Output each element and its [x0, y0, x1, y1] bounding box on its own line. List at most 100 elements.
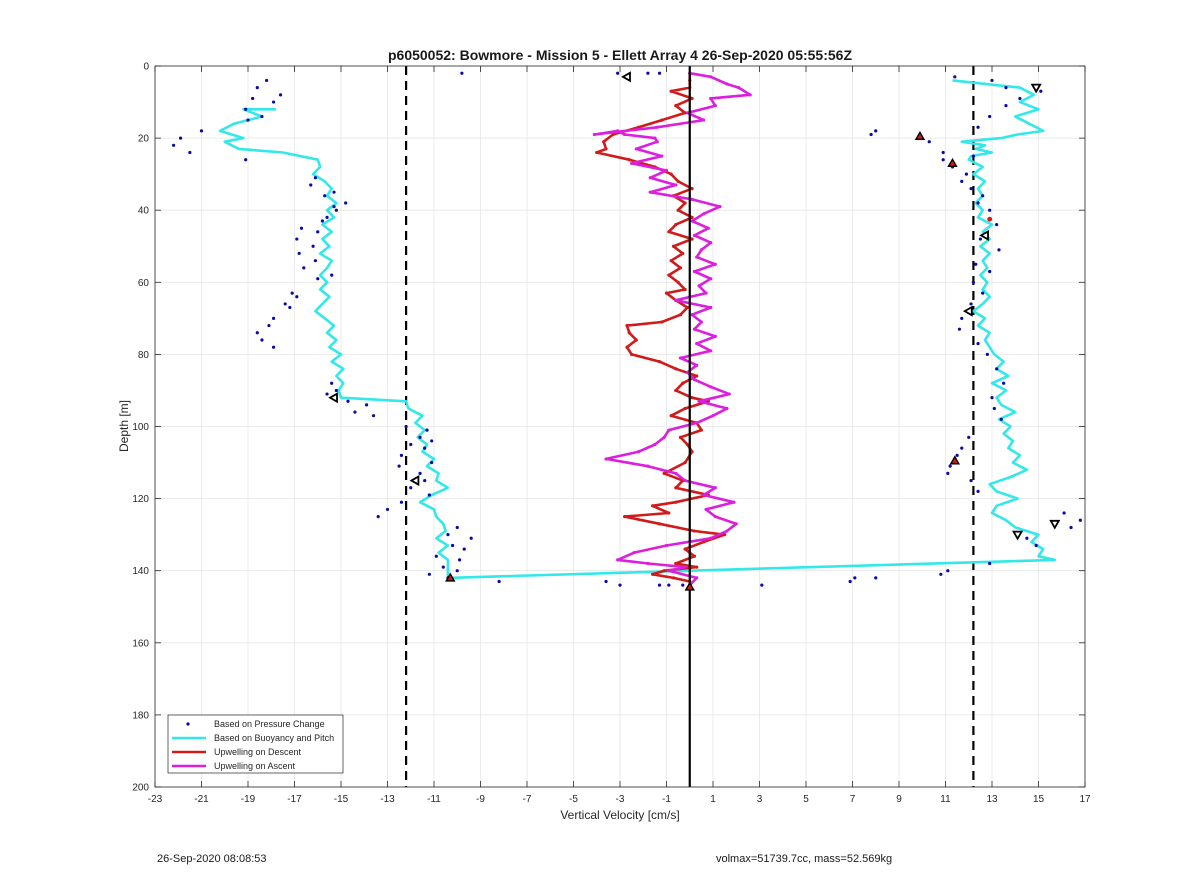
y-tick-label: 60	[138, 278, 150, 289]
series-vertex-2	[660, 320, 664, 324]
pressure-point	[271, 345, 276, 349]
series-vertex-2	[664, 291, 669, 295]
marker-triangle-filled	[949, 455, 961, 465]
series-layer	[172, 66, 1082, 787]
marker-triangle-down	[1049, 519, 1061, 530]
x-tick-label: -5	[569, 794, 578, 805]
pressure-point	[330, 381, 334, 385]
series-vertex-3	[697, 284, 701, 288]
pressure-point	[299, 226, 304, 230]
marker-triangle-left	[328, 392, 338, 404]
series-vertex-3	[713, 262, 717, 266]
marker-triangle-left	[979, 229, 989, 241]
pressure-point	[446, 533, 450, 537]
series-vertex-3	[736, 86, 741, 90]
series-vertex-2	[667, 273, 671, 277]
pressure-point	[334, 208, 338, 212]
series-vertex-3	[623, 132, 627, 137]
pressure-point	[423, 478, 427, 483]
series-vertex-3	[646, 561, 650, 566]
series-vertex-3	[683, 565, 687, 569]
pressure-point	[1004, 86, 1008, 90]
pressure-point	[409, 486, 413, 490]
legend-entry-ascent: Upwelling on Ascent	[214, 761, 296, 771]
pressure-point	[941, 158, 945, 162]
series-vertex-2	[695, 374, 699, 378]
series-vertex-3	[646, 464, 650, 468]
series-vertex-3	[695, 576, 699, 580]
pressure-point	[990, 78, 994, 83]
pressure-point	[969, 186, 973, 191]
pressure-point	[311, 244, 315, 248]
series-vertex-2	[683, 406, 687, 411]
pressure-point	[172, 143, 176, 147]
series-vertex-2	[669, 414, 673, 418]
pressure-point	[960, 446, 964, 450]
series-vertex-3	[685, 370, 690, 375]
pressure-point	[1069, 525, 1073, 530]
pressure-point	[988, 269, 992, 274]
y-tick-label: 20	[138, 134, 150, 145]
x-tick-label: -1	[662, 794, 671, 805]
pressure-point	[313, 259, 318, 263]
pressure-point	[946, 471, 950, 475]
pressure-point	[999, 417, 1003, 421]
pressure-point	[941, 150, 945, 155]
pressure-point	[409, 442, 413, 447]
series-line-2	[595, 73, 726, 586]
series-vertex-3	[699, 248, 703, 252]
series-vertex-2	[690, 96, 694, 101]
series-vertex-2	[690, 186, 694, 191]
pressure-point	[460, 71, 464, 75]
series-vertex-2	[595, 150, 599, 155]
pressure-point	[992, 406, 996, 411]
pressure-point	[497, 579, 501, 584]
pressure-point	[981, 194, 985, 198]
pressure-point	[427, 572, 431, 576]
pressure-point	[657, 583, 662, 587]
pressure-point	[267, 323, 271, 328]
legend-entry-pressure: Based on Pressure Change	[214, 719, 325, 729]
series-vertex-2	[630, 352, 634, 356]
x-tick-label: 17	[1079, 794, 1091, 805]
pressure-point	[618, 583, 622, 587]
pressure-point	[874, 129, 878, 133]
pressure-point	[330, 273, 334, 277]
pressure-point	[353, 410, 357, 414]
series-vertex-3	[713, 334, 717, 338]
series-vertex-3	[713, 104, 717, 108]
series-vertex-2	[674, 388, 678, 393]
pressure-point	[418, 435, 422, 439]
pressure-point	[646, 71, 650, 75]
pressure-point	[199, 129, 204, 133]
series-vertex-2	[690, 450, 694, 454]
pressure-point	[995, 223, 999, 227]
marker-triangle-filled	[684, 581, 695, 591]
series-vertex-2	[662, 471, 666, 475]
marker-triangle-down	[1012, 530, 1024, 541]
pressure-point	[376, 515, 380, 519]
series-vertex-3	[706, 226, 710, 230]
y-tick-label: 40	[138, 206, 150, 217]
series-vertex-2	[692, 554, 697, 558]
series-vertex-2	[667, 230, 671, 234]
series-vertex-3	[653, 136, 657, 140]
series-vertex-3	[725, 529, 729, 533]
pressure-point	[188, 150, 192, 155]
legend-box	[167, 714, 344, 774]
series-vertex-3	[727, 392, 731, 396]
series-vertex-2	[674, 500, 678, 504]
series-vertex-2	[683, 111, 687, 115]
pressure-point	[1078, 518, 1082, 522]
marker-triangle-left	[962, 305, 973, 317]
pressure-point	[455, 569, 459, 573]
series-vertex-3	[732, 500, 736, 504]
series-vertex-3	[664, 168, 669, 173]
pressure-point	[957, 327, 962, 331]
series-vertex-3	[704, 507, 708, 512]
pressure-point	[290, 291, 294, 295]
pressure-point	[1002, 381, 1006, 385]
pressure-point	[869, 132, 873, 137]
pressure-point	[976, 489, 980, 493]
series-vertex-3	[709, 241, 713, 245]
